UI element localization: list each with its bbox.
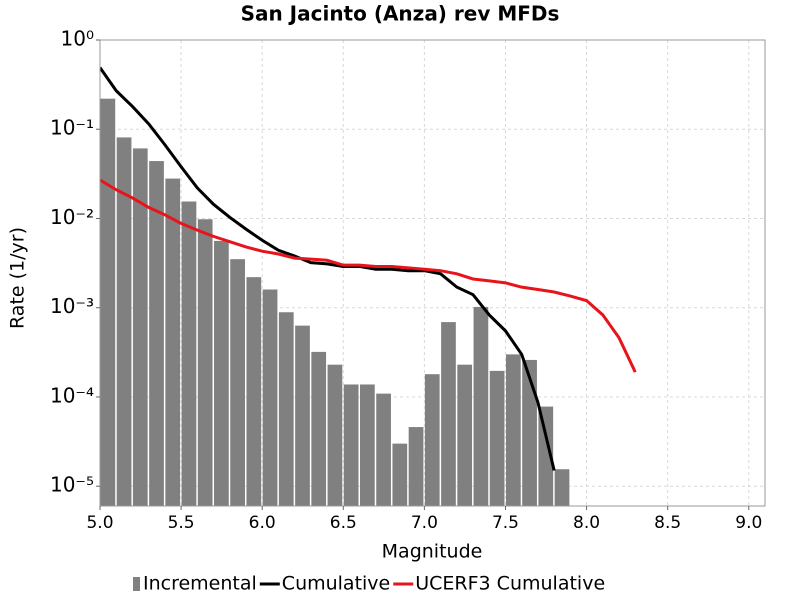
line [100,66,556,471]
y-tick-label: 10⁻⁴ [50,383,94,407]
y-tick-label: 10⁻³ [50,294,94,318]
x-tick-label: 5.5 [168,513,195,533]
bar [505,354,521,506]
x-tick-label: 5.0 [86,513,113,533]
legend: Incremental Cumulative UCERF3 Cumulative [133,573,605,595]
y-tick-label: 10⁻¹ [50,116,94,140]
legend-label: UCERF3 Cumulative [415,573,605,595]
bar [554,469,570,506]
bar [149,161,164,506]
legend-label: Incremental [143,573,257,595]
bar [376,393,391,506]
x-tick-label: 7.0 [411,513,438,533]
plot-frame [99,39,766,507]
bar [165,178,181,506]
bar [441,322,456,506]
bar [197,219,213,506]
bar [343,384,359,506]
x-tick-label: 8.0 [573,513,600,533]
bar [230,259,245,506]
bar [360,384,375,506]
bar [408,427,424,506]
chart-title: San Jacinto (Anza) rev MFDs [241,2,560,26]
bar [262,289,278,506]
bar [116,137,132,506]
bar [132,148,148,506]
legend-swatch [133,577,140,591]
bar [214,240,229,506]
bar [327,364,343,506]
bar [311,351,327,506]
x-tick-label: 8.5 [654,513,681,533]
bar [246,277,262,506]
bar [278,312,294,506]
legend-label: Cumulative [282,573,390,595]
bar [181,201,197,506]
bar [489,370,505,506]
x-axis-label: Magnitude [382,541,483,563]
y-axis-label: Rate (1/yr) [7,227,29,329]
x-tick-label: 6.5 [330,513,357,533]
x-tick-label: 6.0 [249,513,276,533]
y-tick-label: 10⁰ [61,27,94,51]
bar [522,359,537,506]
y-tick-label: 10⁻⁵ [50,473,94,497]
x-tick-label: 7.5 [492,513,519,533]
plot-marks [100,66,637,506]
bar [392,443,408,506]
bar [457,364,473,506]
bar [295,325,310,506]
bar [424,374,440,506]
bar [473,306,489,506]
bar [100,98,116,506]
axes: 5.0 5.5 6.0 6.5 7.0 7.5 8.0 8.5 9.0 10⁰ 10⁻¹ 10⁻² 10… [50,27,762,534]
bar [538,406,554,506]
y-tick-label: 10⁻² [50,205,94,229]
line [100,178,637,373]
x-tick-label: 9.0 [735,513,762,533]
